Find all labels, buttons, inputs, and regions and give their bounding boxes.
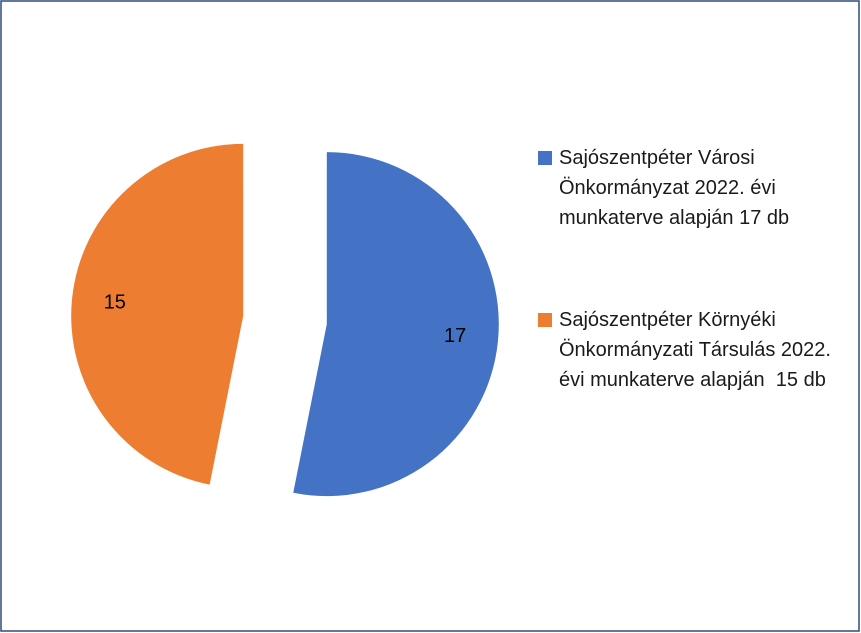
data-label: 17 xyxy=(444,325,466,347)
data-label: 15 xyxy=(104,292,126,314)
legend-label: Sajószentpéter Környéki Önkormányzati Tá… xyxy=(559,309,837,391)
legend-label: Sajószentpéter Városi Önkormányzat 2022.… xyxy=(559,147,790,229)
legend-item: Sajószentpéter Városi Önkormányzat 2022.… xyxy=(538,143,838,233)
legend-item: Sajószentpéter Környéki Önkormányzati Tá… xyxy=(538,305,838,395)
legend-swatch xyxy=(538,313,552,327)
legend-swatch xyxy=(538,151,552,165)
pie-slice xyxy=(293,152,499,497)
legend: Sajószentpéter Városi Önkormányzat 2022.… xyxy=(538,143,838,395)
pie-slice xyxy=(71,143,244,485)
